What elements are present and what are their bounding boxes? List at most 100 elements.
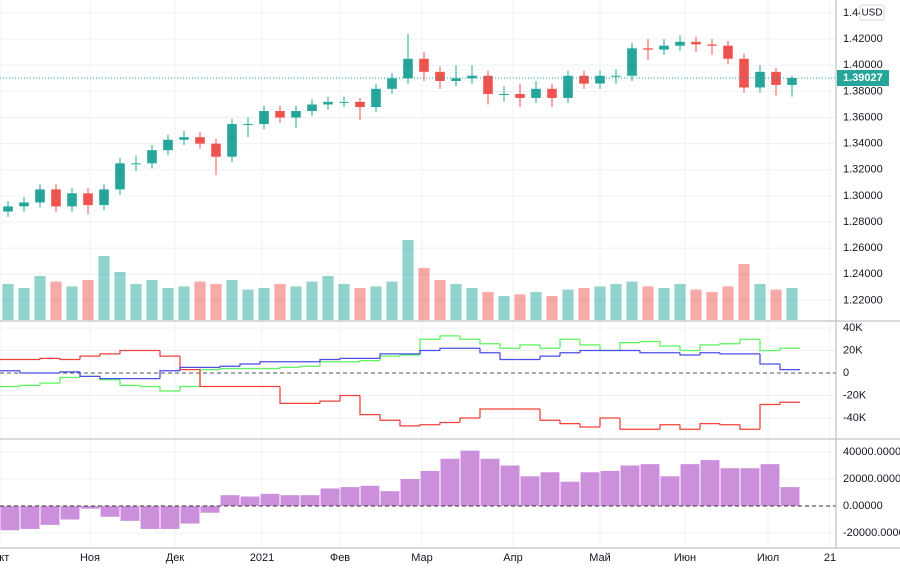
volume-bar <box>562 289 574 320</box>
step-segment <box>179 385 200 391</box>
histogram-bar <box>20 505 40 529</box>
candle-body <box>19 202 29 207</box>
candle-body <box>499 94 509 96</box>
histogram-bar <box>320 488 340 506</box>
last-price-label: 1.39027 <box>843 72 883 84</box>
volume-bar <box>386 281 398 320</box>
x-tick-label: Фев <box>330 552 350 564</box>
step-segment <box>579 349 600 353</box>
step-segment <box>159 386 180 392</box>
y-tick-label: 0.00000 <box>843 500 883 512</box>
histogram-bar <box>680 464 700 506</box>
step-segment <box>779 401 800 405</box>
histogram-bar <box>460 450 480 506</box>
y-tick-label: 1.30000 <box>843 190 883 202</box>
step-segment <box>99 353 120 357</box>
candle-body <box>371 88 381 108</box>
y-tick-label: 1.22000 <box>843 294 883 306</box>
x-tick-label: Окт <box>0 552 9 564</box>
volume-bar <box>466 288 478 320</box>
step-segment <box>159 350 180 357</box>
step-segment <box>59 376 80 384</box>
step-segment <box>419 424 440 426</box>
step-segment <box>439 335 460 340</box>
step-segment <box>639 350 660 354</box>
step-segment <box>59 371 80 373</box>
volume-bar <box>754 284 766 320</box>
volume-bar <box>450 284 462 320</box>
volume-bar <box>2 284 14 320</box>
step-segment <box>559 420 580 425</box>
volume-bar <box>66 286 78 320</box>
candle-body <box>387 78 397 89</box>
x-tick-label: Май <box>589 552 611 564</box>
step-segment <box>779 347 800 351</box>
candle-body <box>307 104 317 112</box>
volume-bar <box>722 286 734 320</box>
histogram-bar <box>700 460 720 506</box>
step-segment <box>279 386 300 404</box>
volume-bar <box>146 280 158 320</box>
candle-body <box>755 71 765 88</box>
step-segment <box>719 352 740 355</box>
candle-body <box>707 44 717 46</box>
histogram-bar <box>440 458 460 506</box>
x-tick-label: 21 <box>824 552 836 564</box>
histogram-bar <box>560 481 580 506</box>
candle-body <box>435 71 445 81</box>
candle-body <box>131 163 141 165</box>
candle-body <box>611 75 621 77</box>
candle-body <box>67 193 77 207</box>
step-segment <box>639 340 660 343</box>
step-segment <box>459 335 480 340</box>
volume-bar <box>34 276 46 320</box>
step-segment <box>539 344 560 349</box>
step-segment <box>399 354 420 357</box>
candle-body <box>3 206 13 212</box>
candle-body <box>419 58 429 72</box>
y-tick-label: 1.32000 <box>843 164 883 176</box>
volume-bar <box>594 286 606 320</box>
step-segment <box>439 347 460 351</box>
histogram-bar <box>100 505 120 517</box>
histogram-bar <box>240 496 260 506</box>
step-segment <box>659 341 680 347</box>
step-segment <box>719 423 740 426</box>
step-segment <box>419 349 440 354</box>
candle-body <box>451 78 461 81</box>
candle-body <box>579 75 589 84</box>
step-segment <box>19 384 40 387</box>
step-segment <box>59 358 80 361</box>
volume-bar <box>514 294 526 320</box>
candle-body <box>227 124 237 157</box>
step-segment <box>719 343 740 345</box>
y-tick-label: 1.36000 <box>843 111 883 123</box>
histogram-bar <box>600 470 620 506</box>
histogram-bar <box>120 505 140 521</box>
x-tick-label: Мар <box>411 552 433 564</box>
step-segment <box>79 355 100 360</box>
step-segment <box>479 408 500 418</box>
volume-bar <box>306 281 318 320</box>
histogram-bar <box>640 464 660 506</box>
candle-body <box>547 88 557 98</box>
volume-bar <box>242 289 254 320</box>
histogram-bar <box>340 487 360 506</box>
step-segment <box>619 341 640 351</box>
step-segment <box>599 417 620 427</box>
step-segment <box>19 370 40 374</box>
volume-bar <box>402 240 414 320</box>
step-segment <box>499 343 520 349</box>
candle-body <box>515 94 525 98</box>
volume-bar <box>498 296 510 320</box>
volume-bar <box>578 288 590 320</box>
histogram-bar <box>0 505 20 531</box>
step-segment <box>699 344 720 351</box>
y-tick-label: -20K <box>843 389 867 401</box>
volume-bar <box>354 288 366 320</box>
candle-body <box>787 78 797 85</box>
marks <box>0 33 836 531</box>
candle-body <box>627 48 637 76</box>
step-segment <box>579 423 600 428</box>
histogram-bar <box>80 505 100 509</box>
